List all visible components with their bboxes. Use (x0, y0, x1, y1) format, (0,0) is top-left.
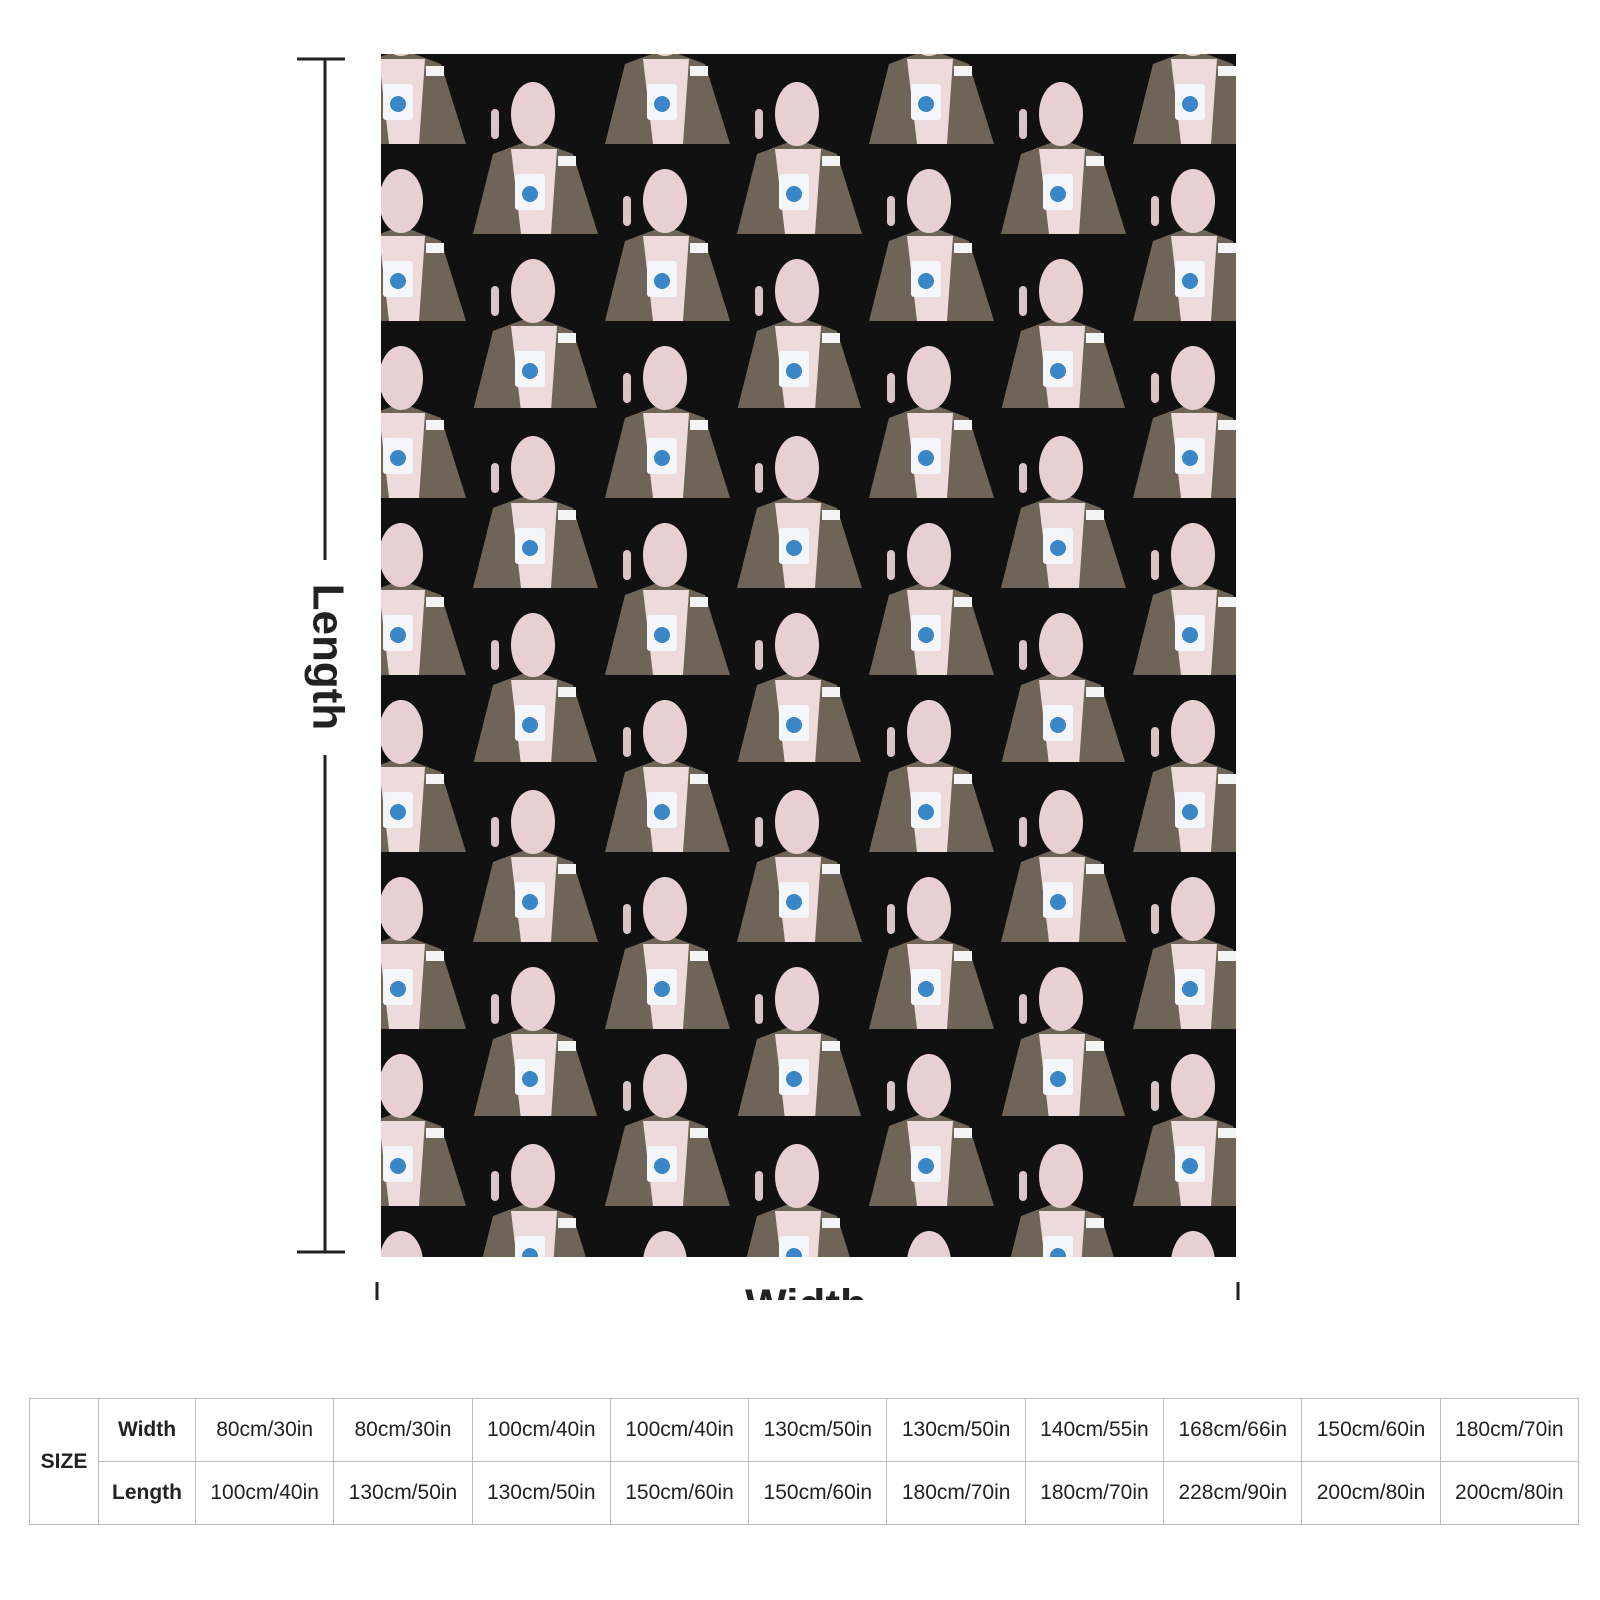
size-cell: 100cm/40in (471, 1398, 611, 1462)
size-cell: 228cm/90in (1163, 1461, 1303, 1525)
blanket (381, 54, 1236, 1257)
size-cell: 150cm/60in (609, 1461, 750, 1525)
size-cell: 100cm/40in (194, 1461, 335, 1525)
width-label: Width (745, 1281, 867, 1300)
size-cell: 100cm/40in (609, 1398, 750, 1462)
size-cell: 180cm/70in (1439, 1398, 1580, 1462)
size-cell: 200cm/80in (1439, 1461, 1580, 1525)
size-table: SIZE Width 80cm/30in 80cm/30in 100cm/40in 100… (29, 1398, 1580, 1525)
row-label: Width (98, 1398, 196, 1462)
size-cell: 168cm/66in (1163, 1398, 1303, 1462)
row-label: Length (98, 1461, 196, 1525)
size-row: Length 100cm/40in 130cm/50in 130cm/50in 150c… (30, 1461, 1580, 1525)
size-cell: 130cm/50in (748, 1398, 888, 1462)
size-cell: 130cm/50in (471, 1461, 611, 1525)
size-row: SIZE Width 80cm/30in 80cm/30in 100cm/40in 100… (29, 1398, 1580, 1525)
length-label: Length (303, 584, 352, 731)
size-cell: 180cm/70in (1024, 1461, 1165, 1525)
length-dimension (297, 57, 345, 1254)
size-cell: 180cm/70in (886, 1461, 1026, 1525)
size-cell: 140cm/55in (1024, 1398, 1165, 1462)
size-cell: 80cm/30in (194, 1398, 335, 1462)
size-cell: 130cm/50in (333, 1461, 473, 1525)
size-cell: 150cm/60in (1301, 1398, 1441, 1462)
size-cell: 200cm/80in (1301, 1461, 1441, 1525)
product-diagram: Length Width (297, 54, 1240, 1300)
width-dimension (375, 1282, 1240, 1300)
size-label: SIZE (29, 1398, 99, 1525)
size-cell: 150cm/60in (748, 1461, 888, 1525)
size-cell: 80cm/30in (333, 1398, 473, 1462)
size-cell: 130cm/50in (886, 1398, 1026, 1462)
